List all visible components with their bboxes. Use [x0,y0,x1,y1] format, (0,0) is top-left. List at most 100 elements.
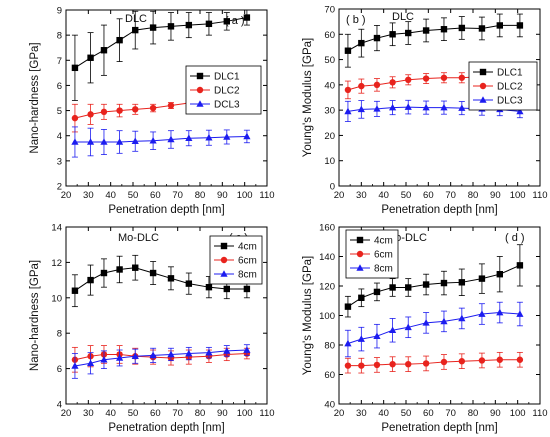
y-tick-label: 5 [57,106,62,117]
y-tick-label: 30 [324,106,335,117]
data-point [458,74,466,81]
legend-marker [356,236,364,244]
x-tick-label: 70 [172,190,183,201]
y-tick-label: 100 [319,311,335,322]
y-tick-label: 10 [51,293,62,304]
data-point [405,76,412,84]
x-tick-label: 110 [259,190,274,201]
y-tick-label: 10 [324,156,335,167]
x-tick-label: 30 [356,190,367,201]
series-line [347,24,520,52]
x-tick-label: 100 [510,408,526,419]
x-tick-label: 80 [195,190,206,201]
x-tick-label: 70 [172,408,183,419]
data-point [223,133,231,140]
x-tick-label: 100 [510,190,526,201]
x-tick-label: 60 [423,408,434,419]
panel-title: Mo-DLC [118,232,159,244]
legend: 4cm 6cm 8cm [345,229,399,279]
legend-marker [220,242,228,250]
legend-label: 6cm [374,250,393,261]
x-tick-label: 70 [445,190,456,201]
data-point [116,266,123,273]
x-tick-label: 50 [128,190,139,201]
legend-label: 8cm [374,264,393,275]
x-tick-label: 20 [334,190,345,201]
y-tick-label: 7 [57,56,62,67]
legend-label: DLC1 [214,72,240,83]
data-point [516,22,524,29]
data-point [243,346,251,353]
legend-label: DCL3 [214,100,240,111]
y-tick-label: 140 [319,252,335,263]
y-axis-label: Nano-hardness [GPa] [29,260,41,371]
y-tick-label: 70 [324,5,335,16]
legend-marker [196,86,204,94]
x-tick-label: 110 [259,408,274,419]
data-point [87,54,94,61]
data-point [149,104,157,112]
data-point [373,105,381,112]
x-tick-label: 30 [356,408,367,419]
series-8cm [344,301,524,358]
data-point [422,27,430,34]
x-tick-label: 80 [468,408,479,419]
data-point [458,279,466,286]
data-point [71,114,79,122]
data-point [440,74,448,81]
x-tick-label: 30 [83,190,94,201]
x-axis-label: Penetration depth [nm] [108,204,224,216]
legend-label: DLC2 [497,82,523,93]
data-point [440,358,448,366]
series-4cm [344,244,524,318]
y-tick-label: 12 [51,258,62,269]
y-axis-label: Young's Modulus [GPa] [302,256,314,375]
data-point [87,111,94,118]
data-point [132,26,139,34]
x-axis-label: Penetration depth [nm] [108,422,224,434]
x-tick-label: 20 [61,408,72,419]
data-point [358,362,365,369]
data-point [243,132,251,140]
data-point [422,281,430,288]
data-point [132,106,139,113]
data-point [185,280,193,287]
data-point [131,352,139,360]
panel-tag: ( b ) [346,14,366,26]
legend-marker [220,256,228,264]
legend-label: DLC2 [214,86,240,97]
panel-tag: ( d ) [505,232,525,244]
data-point [86,138,95,145]
panel-c: 20 30 40 50 60 70 80 90 100 110 4 6 8 10 12 14 Penetrati… [29,223,275,435]
data-point [496,356,503,363]
data-point [405,360,412,368]
x-tick-label: 60 [150,190,161,201]
series-dlc1 [344,13,524,68]
y-tick-label: 9 [57,6,62,17]
x-tick-label: 110 [532,190,547,201]
legend-marker [196,100,204,107]
legend-marker [356,250,364,258]
x-tick-label: 40 [378,408,389,419]
data-point [100,138,108,145]
data-point [516,107,524,115]
x-axis-label: Penetration depth [nm] [381,204,497,216]
y-tick-label: 160 [319,223,335,234]
data-point [116,138,124,145]
y-tick-label: 50 [324,55,335,66]
data-point [389,326,397,334]
data-point [358,39,365,47]
legend: DLC1 DLC2 DLC3 [468,61,538,111]
data-point [100,355,108,363]
data-point [71,138,79,145]
series-6cm [71,345,251,373]
data-point [405,284,412,291]
data-point [373,288,381,296]
y-tick-label: 40 [324,80,335,91]
data-point [373,81,381,89]
x-tick-label: 100 [237,408,253,419]
data-point [167,135,175,143]
data-point [149,136,157,144]
y-tick-label: 20 [324,131,335,142]
data-point [71,362,79,369]
